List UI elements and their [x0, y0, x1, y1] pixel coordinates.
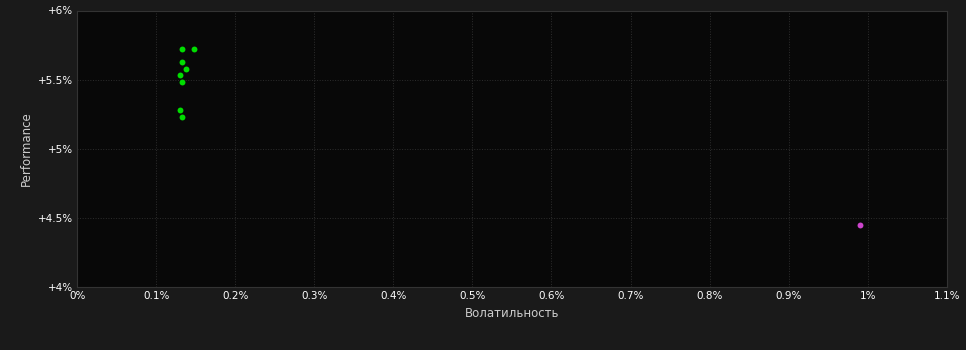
Point — [175, 47, 190, 52]
Point — [172, 73, 187, 78]
Point — [175, 79, 190, 85]
Point — [852, 222, 867, 228]
X-axis label: Волатильность: Волатильность — [465, 307, 559, 320]
Point — [175, 59, 190, 64]
Point — [179, 66, 194, 71]
Point — [175, 114, 190, 120]
Y-axis label: Performance: Performance — [19, 111, 33, 186]
Point — [172, 107, 187, 113]
Point — [186, 47, 202, 52]
